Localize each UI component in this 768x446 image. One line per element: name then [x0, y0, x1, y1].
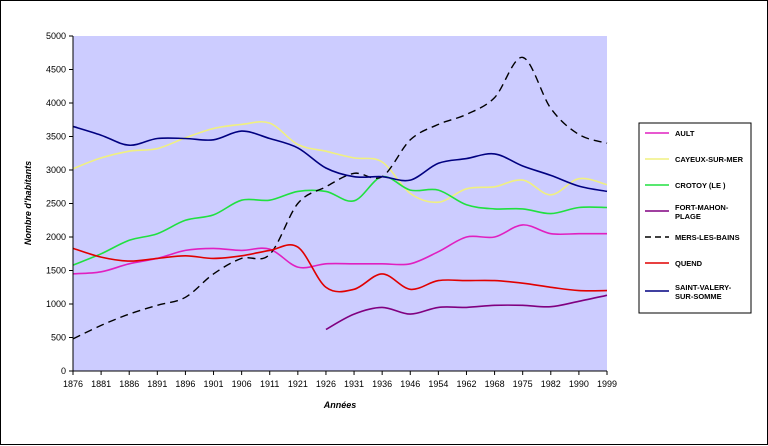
x-tick-label: 1876 — [63, 379, 83, 389]
plot-area — [73, 36, 607, 371]
legend-label: QUEND — [675, 259, 703, 268]
legend-label: CAYEUX-SUR-MER — [675, 155, 744, 164]
x-tick-label: 1891 — [147, 379, 167, 389]
x-tick-label: 1962 — [456, 379, 476, 389]
x-axis-title: Années — [323, 400, 357, 410]
legend: AULT CAYEUX-SUR-MER CROTOY (LE ) FORT-MAHON… — [638, 122, 752, 314]
series-line-fort-mahon-plage — [325, 294, 608, 331]
legend-items: AULT CAYEUX-SUR-MER CROTOY (LE ) FORT-MAHON… — [645, 129, 744, 301]
x-tick-label: 1906 — [232, 379, 252, 389]
y-tick-label: 500 — [51, 333, 66, 343]
x-tick-label: 1936 — [372, 379, 392, 389]
x-tick-label: 1982 — [541, 379, 561, 389]
y-tick-label: 1000 — [46, 299, 66, 309]
x-tick-label: 1954 — [428, 379, 448, 389]
legend-label: MERS-LES-BAINS — [675, 233, 740, 242]
y-tick-label: 4000 — [46, 98, 66, 108]
x-tick-label: 1975 — [513, 379, 533, 389]
x-tick-label: 1901 — [204, 379, 224, 389]
y-tick-label: 3000 — [46, 165, 66, 175]
x-axis-ticks: 1876 1881 1886 1891 1896 1901 1906 1911 1921 1926… — [63, 371, 617, 389]
y-tick-label: 5000 — [46, 31, 66, 41]
legend-label: AULT — [675, 129, 695, 138]
x-tick-label: 1968 — [485, 379, 505, 389]
series-line-cayeux-sur-mer — [72, 120, 608, 204]
x-tick-label: 1926 — [316, 379, 336, 389]
x-tick-label: 1931 — [344, 379, 364, 389]
y-axis-title: Nombre d'habitants — [23, 161, 33, 245]
y-tick-label: 0 — [61, 366, 66, 376]
y-tick-label: 4500 — [46, 65, 66, 75]
legend-label: FORT-MAHON- — [675, 203, 729, 212]
legend-label: CROTOY (LE ) — [675, 181, 726, 190]
x-tick-label: 1946 — [400, 379, 420, 389]
y-tick-label: 2000 — [46, 232, 66, 242]
series-line-quend — [72, 243, 608, 293]
legend-label: PLAGE — [675, 212, 701, 221]
y-axis-ticks: 0 500 1000 1500 2000 2500 3000 3500 4000 4500 5000 — [46, 31, 73, 376]
x-tick-label: 1896 — [175, 379, 195, 389]
x-tick-label: 1911 — [260, 379, 279, 389]
legend-label: SAINT-VALERY- — [675, 283, 732, 292]
y-tick-label: 2500 — [46, 199, 66, 209]
x-tick-label: 1921 — [288, 379, 308, 389]
legend-box — [638, 122, 752, 314]
x-tick-label: 1881 — [91, 379, 111, 389]
series-line-saint-valery-sur-somme — [72, 125, 608, 193]
y-tick-label: 3500 — [46, 132, 66, 142]
series-line-crotoy-le — [72, 175, 608, 266]
legend-label: SUR-SOMME — [675, 292, 722, 301]
x-tick-label: 1999 — [597, 379, 617, 389]
x-tick-label: 1886 — [119, 379, 139, 389]
series-line-mers-les-bains — [72, 56, 608, 340]
series-layer — [72, 56, 608, 340]
x-tick-label: 1990 — [569, 379, 589, 389]
y-tick-label: 1500 — [46, 266, 66, 276]
